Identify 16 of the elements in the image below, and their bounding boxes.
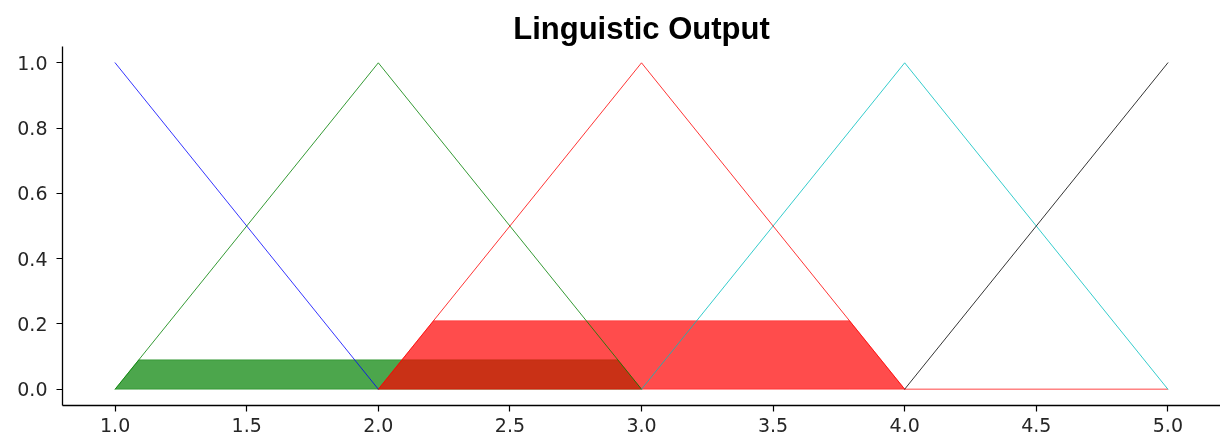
x-tick-label: 4.0 [889, 413, 920, 436]
y-tick-label: 0.4 [17, 247, 48, 270]
y-tick-label: 0.2 [17, 312, 48, 335]
chart-title: Linguistic Output [513, 10, 770, 46]
x-tick-label: 1.0 [100, 413, 131, 436]
x-tick-label: 3.5 [757, 413, 789, 436]
x-tick-label: 4.5 [1021, 413, 1052, 436]
x-tick-label: 2.0 [363, 413, 394, 436]
y-tick-label: 0.8 [17, 117, 48, 140]
y-tick-label: 1.0 [17, 51, 48, 74]
x-tick-label: 1.5 [231, 413, 262, 436]
x-tick-label: 3.0 [626, 413, 657, 436]
x-tick-label: 2.5 [494, 413, 526, 436]
x-tick-label: 5.0 [1152, 413, 1183, 436]
y-tick-label: 0.6 [17, 182, 48, 205]
y-tick-label: 0.0 [17, 378, 48, 401]
